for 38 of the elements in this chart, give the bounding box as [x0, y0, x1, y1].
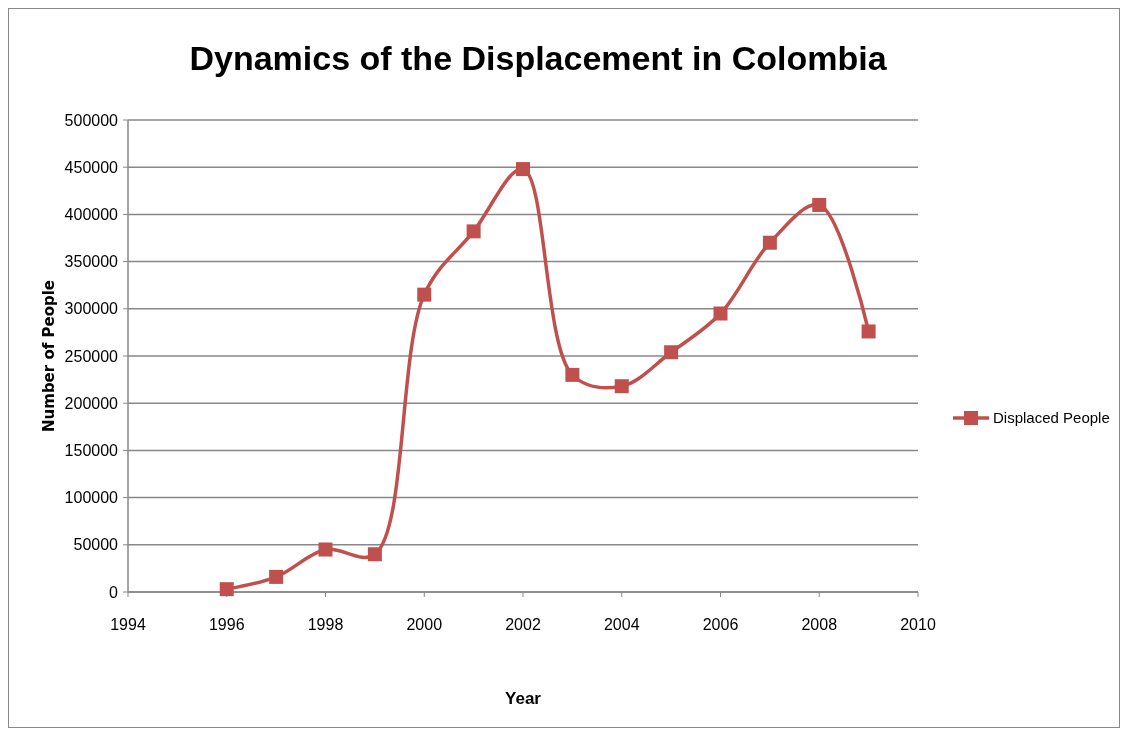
y-tick-label: 200000: [64, 394, 119, 412]
y-axis-title: Number of People: [40, 280, 58, 432]
x-tick-label: 2004: [603, 616, 640, 633]
y-tick-label: 100000: [64, 489, 119, 507]
y-tick-label: 450000: [64, 158, 119, 176]
point: [466, 224, 481, 239]
y-tick-label: 350000: [64, 253, 119, 271]
x-tick-label: 2000: [406, 616, 443, 633]
y-tick-label: 300000: [64, 300, 119, 318]
y-tick-label: 0: [109, 583, 119, 601]
point: [269, 569, 284, 584]
chart-title: Dynamics of the Displacement in Colombia: [189, 39, 888, 77]
x-tick-label: 2008: [801, 616, 838, 633]
point: [664, 345, 679, 360]
y-tick-label: 50000: [73, 536, 119, 554]
point: [219, 582, 234, 597]
legend-label: Displaced People: [993, 409, 1110, 427]
point: [812, 197, 827, 212]
y-tick-label: 500000: [64, 111, 119, 129]
point: [565, 367, 580, 382]
point: [861, 324, 876, 339]
point: [516, 162, 530, 177]
x-tick-label: 1998: [307, 616, 344, 633]
x-tick-label: 1994: [110, 616, 146, 633]
y-tick-label: 150000: [64, 442, 119, 459]
x-tick-label: 2002: [505, 616, 541, 633]
y-tick-label: 400000: [64, 206, 119, 223]
x-tick-label: 1996: [208, 616, 245, 633]
x-axis-title: Year: [505, 689, 542, 708]
point: [614, 379, 629, 394]
point: [417, 287, 432, 302]
point: [713, 306, 728, 321]
point: [367, 547, 382, 562]
point: [762, 235, 777, 250]
point: [318, 542, 333, 557]
y-tick-label: 250000: [64, 347, 119, 365]
x-tick-label: 2010: [900, 616, 936, 633]
x-tick-label: 2006: [702, 616, 739, 633]
